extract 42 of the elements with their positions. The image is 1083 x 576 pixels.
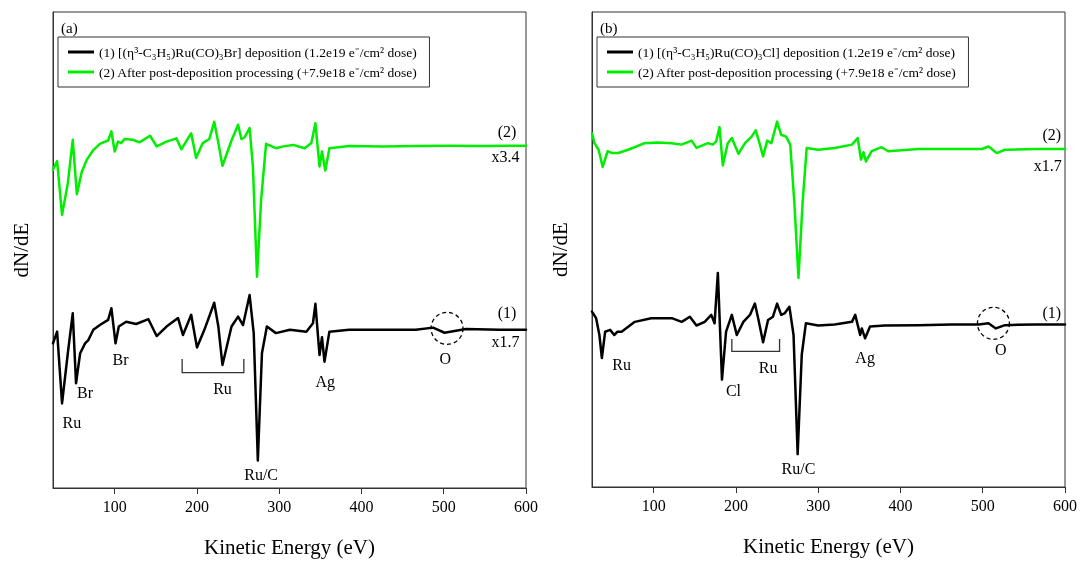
- legend-label: (1) [(η³-C₃H₅)Ru(CO)₃Cl] deposition (1.2e19 e⁻/cm² dose): [638, 44, 955, 60]
- legend-label: (2) After post-deposition processing (+7.9e18 e⁻/cm² dose): [99, 64, 417, 80]
- annotation: (1): [1042, 303, 1062, 322]
- x-tick-label: 500: [970, 496, 995, 514]
- annotation: x1.7: [1033, 156, 1062, 174]
- x-tick-label: 500: [431, 497, 456, 515]
- x-tick-label: 400: [888, 496, 913, 514]
- annotation: Ru: [758, 359, 778, 377]
- annotation: O: [995, 341, 1007, 359]
- x-tick-label: 100: [102, 497, 127, 515]
- annotation: Ru/C: [781, 460, 816, 478]
- x-tick-label: 300: [806, 496, 831, 514]
- x-axis-title: Kinetic Energy (eV): [742, 533, 915, 558]
- annotation: x3.4: [491, 148, 520, 166]
- annotation: x1.7: [491, 333, 520, 351]
- annotation: Ag: [315, 373, 336, 392]
- chart-title: (a): [61, 19, 78, 37]
- annotation: Ru/C: [244, 466, 279, 484]
- annotation: Ru: [612, 356, 631, 374]
- annotation: Ru: [213, 379, 232, 397]
- annotation: Ru: [62, 414, 82, 432]
- y-axis-title: dN/dE: [547, 222, 572, 277]
- x-tick-label: 400: [349, 497, 374, 515]
- y-axis-title: dN/dE: [8, 222, 33, 278]
- legend-label: (1) [(η³-C₃H₅)Ru(CO)₃Br] deposition (1.2e19 e⁻/cm² dose): [99, 44, 417, 60]
- annotation: Cl: [725, 382, 742, 400]
- x-tick-label: 200: [723, 496, 748, 514]
- x-tick-label: 600: [1053, 496, 1077, 514]
- annotation: O: [439, 349, 452, 367]
- x-tick-label: 200: [184, 497, 209, 515]
- x-tick-label: 600: [514, 497, 538, 515]
- annotation: Br: [77, 384, 94, 402]
- annotation: Br: [112, 351, 130, 369]
- chart-title: (b): [600, 19, 618, 37]
- legend-label: (2) After post-deposition processing (+7.9e18 e⁻/cm² dose): [638, 64, 956, 80]
- annotation: Ag: [855, 348, 875, 367]
- annotation: (2): [497, 122, 517, 141]
- x-axis-title: Kinetic Energy (eV): [203, 534, 376, 559]
- x-tick-label: 300: [267, 497, 292, 515]
- annotation: (2): [1042, 126, 1062, 145]
- x-tick-label: 100: [641, 496, 666, 514]
- annotation: (1): [497, 304, 517, 323]
